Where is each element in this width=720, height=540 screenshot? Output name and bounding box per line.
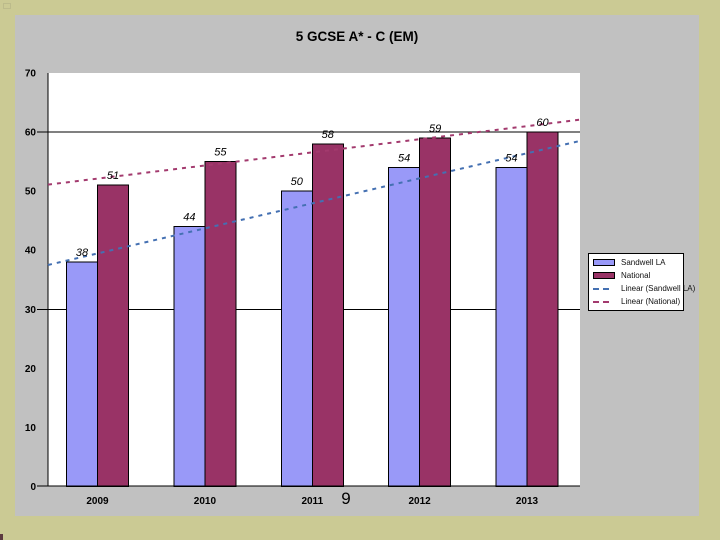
y-tick-label: 20 (25, 364, 37, 375)
legend-item-linear-sandwell: Linear (Sandwell LA) (593, 283, 695, 295)
bar-national-2009 (97, 184, 129, 487)
x-tick-label: 2011 (301, 496, 323, 507)
corner-artifact-icon (0, 534, 3, 540)
bar-sandwell-2011 (280, 190, 313, 487)
legend-label: Sandwell LA (621, 257, 666, 267)
bar-label-national-2013: 60 (536, 117, 549, 129)
page-number: 9 (341, 489, 351, 508)
bar-label-sandwell-2012: 54 (398, 153, 410, 165)
bar-national-2012 (419, 137, 452, 487)
legend-label: Linear (Sandwell LA) (621, 283, 696, 293)
chart-title: 5 GCSE A* - C (EM) (295, 29, 419, 44)
bar-label-sandwell-2010: 44 (183, 212, 195, 224)
trendline-sandwell (47, 139, 581, 266)
legend-item-national: National (593, 270, 683, 282)
bar-sandwell-2010 (173, 226, 206, 487)
y-tick-label: 0 (30, 482, 36, 493)
bar-sandwell-2012 (388, 167, 421, 487)
bar-label-national-2011: 58 (322, 129, 335, 141)
y-tick-label: 70 (25, 69, 37, 80)
legend-swatch-sandwell-icon (593, 259, 615, 266)
legend-dash-national-icon (593, 300, 609, 303)
bar-label-sandwell-2011: 50 (291, 176, 304, 188)
bar-label-sandwell-2013: 54 (505, 153, 517, 165)
bar-label-national-2010: 55 (214, 147, 227, 159)
bar-national-2010 (204, 161, 237, 487)
bar-national-2011 (311, 143, 344, 487)
legend-swatch-national-icon (593, 272, 615, 279)
bar-national-2013 (526, 131, 559, 487)
bar-sandwell-2013 (495, 167, 528, 487)
legend-item-sandwell: Sandwell LA (593, 257, 683, 269)
y-tick-label: 60 (25, 128, 37, 139)
y-tick-label: 40 (25, 246, 37, 257)
bar-sandwell-2009 (66, 261, 98, 487)
bar-label-national-2012: 59 (429, 123, 441, 135)
y-tick-label: 50 (25, 187, 37, 198)
x-tick-label: 2009 (86, 496, 109, 507)
legend-dash-sandwell-icon (593, 287, 609, 290)
y-tick-label: 30 (25, 305, 37, 316)
bar-label-sandwell-2009: 38 (76, 247, 89, 259)
x-tick-label: 2013 (516, 496, 539, 507)
y-tick-label: 10 (25, 423, 37, 434)
x-tick-label: 2010 (194, 496, 217, 507)
legend-label: Linear (National) (621, 296, 681, 306)
bar-label-national-2009: 51 (107, 170, 119, 182)
x-tick-label: 2012 (408, 496, 431, 507)
legend-item-linear-national: Linear (National) (593, 296, 683, 308)
chart-legend: Sandwell LA National Linear (Sandwell LA… (588, 253, 695, 311)
corner-artifact-icon (3, 3, 11, 9)
legend-label: National (621, 270, 651, 280)
